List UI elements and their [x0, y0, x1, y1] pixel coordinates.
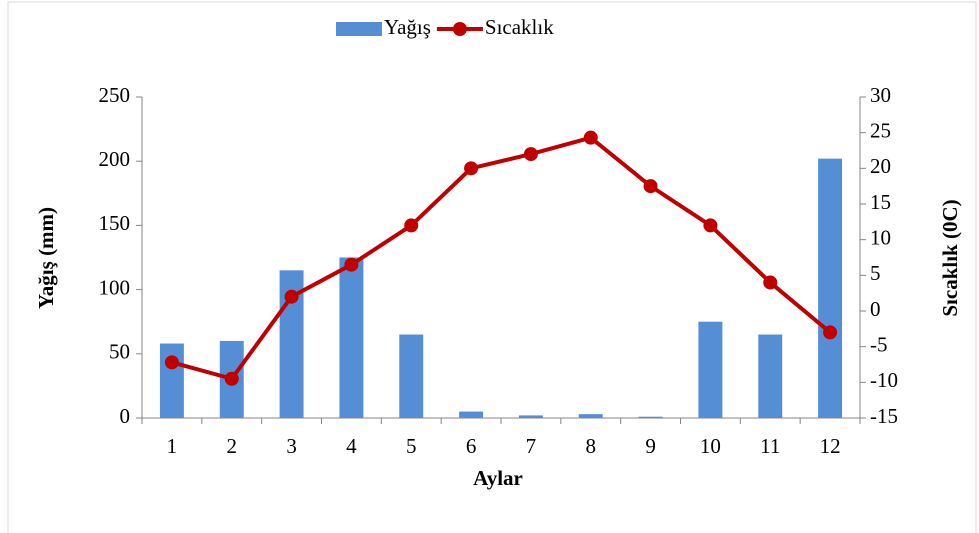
line-point [464, 161, 479, 176]
line-point [284, 289, 299, 304]
legend-label: Yağış [384, 15, 431, 39]
bar [698, 321, 723, 418]
y-tick-label: 150 [99, 211, 131, 235]
line-point [643, 179, 658, 194]
line-point [344, 257, 359, 272]
y2-axis-label: Sıcaklık (0C) [938, 199, 962, 316]
legend-swatch [452, 22, 467, 36]
y-tick-label: 50 [109, 340, 130, 364]
y2-tick-label: 5 [870, 261, 881, 285]
y2-tick-label: 20 [870, 154, 891, 178]
x-tick-label: 3 [286, 434, 297, 458]
legend-label: Sıcaklık [485, 15, 554, 39]
bar [758, 334, 783, 418]
x-tick-label: 2 [227, 434, 238, 458]
line-point [164, 355, 179, 370]
y2-tick-label: -5 [870, 332, 888, 356]
line-point [823, 325, 838, 340]
x-tick-label: 8 [586, 434, 597, 458]
bar [159, 343, 184, 418]
bar [818, 158, 843, 418]
y-tick-label: 0 [120, 404, 131, 428]
x-axis-label: Aylar [473, 466, 523, 490]
bar [459, 411, 484, 418]
y2-tick-label: 0 [870, 297, 881, 321]
y-axis-label: Yağış (mm) [34, 207, 58, 309]
x-tick-label: 12 [820, 434, 841, 458]
y2-tick-label: 10 [870, 225, 891, 249]
line-point [703, 218, 718, 233]
bar [518, 415, 543, 418]
bar [399, 334, 424, 418]
y2-tick-label: 15 [870, 190, 891, 214]
bar [339, 257, 364, 418]
line-point [404, 218, 419, 233]
line-point [224, 371, 239, 386]
line-point [583, 130, 598, 145]
x-tick-label: 1 [167, 434, 178, 458]
x-tick-label: 6 [466, 434, 477, 458]
line [171, 135, 832, 382]
y-tick-label: 200 [99, 147, 131, 171]
y2-tick-label: -15 [870, 404, 898, 428]
y2-tick-label: 30 [870, 83, 891, 107]
y-tick-label: 100 [99, 275, 131, 299]
line-point [523, 147, 538, 162]
line-point [763, 275, 778, 290]
legend-swatch [336, 22, 382, 36]
x-tick-label: 7 [526, 434, 537, 458]
chart-frame [7, 1, 977, 533]
x-tick-label: 10 [700, 434, 721, 458]
x-tick-label: 11 [760, 434, 780, 458]
x-tick-label: 5 [406, 434, 417, 458]
x-tick-label: 4 [346, 434, 357, 458]
y2-tick-label: -10 [870, 368, 898, 392]
y-tick-label: 250 [99, 83, 131, 107]
y2-tick-label: 25 [870, 118, 891, 142]
bar [578, 414, 603, 418]
x-tick-label: 9 [645, 434, 656, 458]
bar [638, 416, 663, 418]
